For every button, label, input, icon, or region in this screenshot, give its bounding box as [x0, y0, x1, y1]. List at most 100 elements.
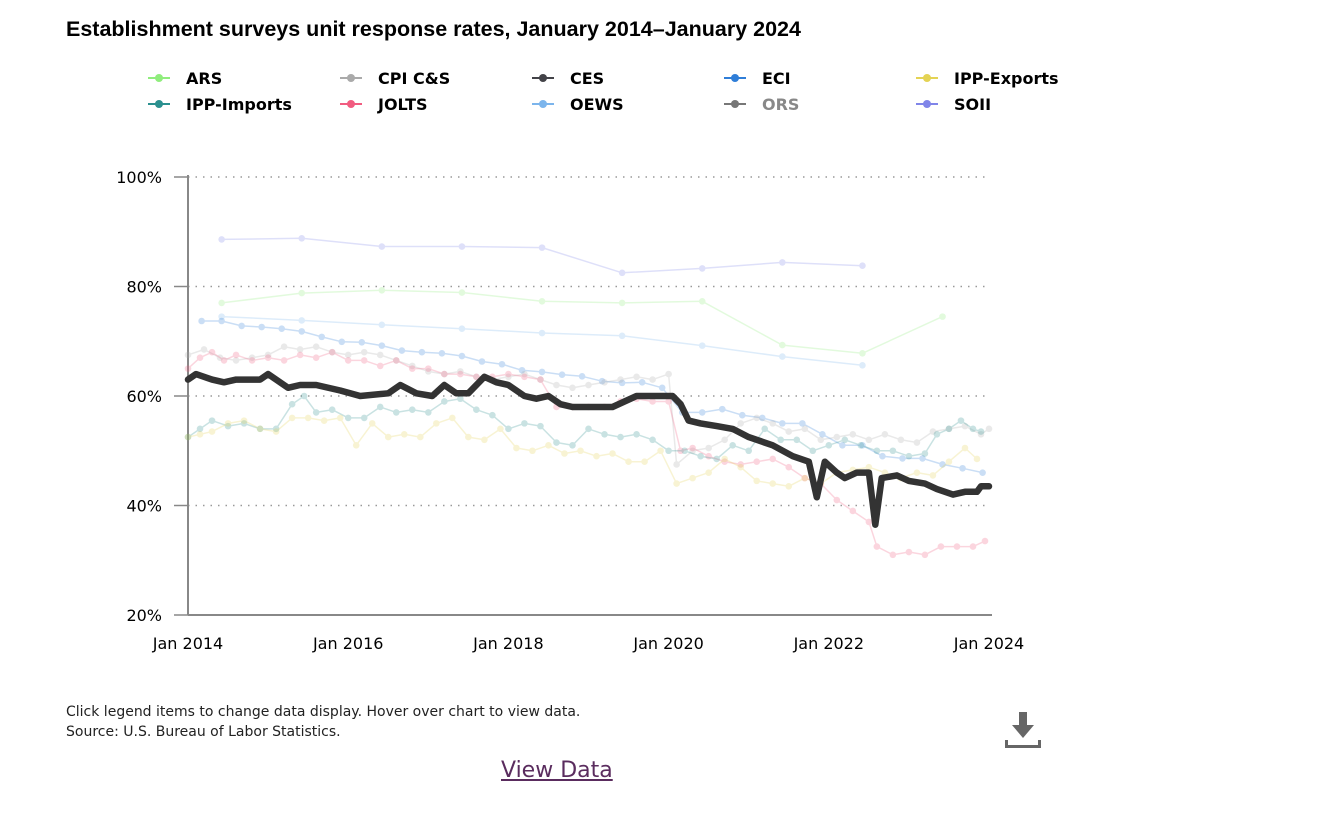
legend-item-ipp-imports[interactable]: IPP-Imports	[148, 94, 340, 114]
data-point-ipp-exports	[513, 444, 520, 452]
data-point-cpi-c-s	[785, 428, 793, 435]
data-point-oews	[859, 362, 866, 369]
series-eci[interactable]	[198, 317, 986, 476]
legend-marker-icon	[724, 99, 746, 109]
data-point-cpi-c-s	[408, 362, 416, 370]
series-oews[interactable]	[218, 313, 866, 369]
chart-notes: Click legend items to change data displa…	[66, 702, 580, 742]
data-point-ipp-exports	[384, 433, 392, 441]
y-tick-label: 60%	[126, 387, 162, 406]
data-point-soii	[618, 269, 626, 277]
data-point-eci	[779, 420, 786, 427]
series-ars[interactable]	[218, 287, 946, 357]
download-button[interactable]	[1004, 712, 1042, 750]
series-line-soii	[220, 237, 864, 274]
data-point-ipp-imports	[857, 441, 865, 449]
data-point-ipp-imports	[392, 409, 400, 416]
data-point-jolts	[769, 455, 777, 463]
data-point-cpi-c-s	[985, 425, 993, 433]
legend-item-eci[interactable]: ECI	[724, 68, 916, 88]
data-point-ipp-exports	[288, 414, 296, 422]
data-point-jolts	[280, 357, 288, 364]
data-point-ars	[698, 297, 706, 305]
data-point-eci	[939, 461, 946, 468]
data-point-eci	[738, 411, 746, 419]
data-point-jolts	[457, 370, 464, 378]
data-point-cpi-c-s	[705, 444, 712, 452]
series-soii[interactable]	[218, 235, 866, 277]
data-point-ipp-exports	[320, 417, 328, 424]
data-point-cpi-c-s	[312, 343, 320, 351]
data-point-ipp-imports	[809, 447, 817, 455]
data-point-ipp-exports	[433, 420, 440, 427]
data-point-ipp-exports	[753, 477, 761, 485]
data-point-soii	[538, 244, 546, 251]
data-point-eci	[378, 342, 386, 349]
data-point-eci	[618, 379, 626, 387]
data-point-jolts	[665, 398, 672, 405]
data-point-cpi-c-s	[913, 439, 921, 446]
data-point-ipp-imports	[300, 392, 308, 400]
data-point-cpi-c-s	[721, 436, 728, 444]
data-point-eci	[799, 420, 806, 427]
data-point-eci	[398, 347, 406, 354]
data-point-cpi-c-s	[200, 346, 208, 353]
data-point-ipp-imports	[969, 425, 977, 433]
series-ipp-exports[interactable]	[184, 414, 981, 490]
data-point-eci	[899, 455, 906, 462]
data-point-ipp-exports	[416, 433, 424, 441]
legend-item-ipp-exports[interactable]: IPP-Exports	[916, 68, 1108, 88]
legend-item-soii[interactable]: SOII	[916, 94, 1108, 114]
download-icon	[1005, 712, 1041, 748]
data-point-ipp-exports	[465, 433, 472, 441]
data-point-eci	[819, 431, 826, 438]
data-point-cpi-c-s	[977, 431, 985, 438]
data-point-eci	[698, 409, 706, 416]
data-point-cpi-c-s	[537, 376, 544, 383]
data-point-ipp-imports	[569, 441, 576, 449]
data-point-cpi-c-s	[801, 425, 809, 433]
data-point-jolts	[921, 551, 929, 559]
data-point-ipp-imports	[945, 425, 953, 433]
data-point-ipp-imports	[957, 417, 965, 424]
data-point-eci	[859, 441, 866, 449]
data-point-ipp-exports	[224, 420, 232, 427]
data-point-jolts	[721, 458, 728, 466]
data-point-ipp-exports	[657, 447, 664, 455]
legend-item-ors[interactable]: ORS	[724, 94, 916, 114]
data-point-ipp-imports	[457, 395, 464, 403]
data-point-jolts	[689, 444, 696, 452]
series-ces[interactable]	[184, 370, 993, 528]
data-point-eci	[238, 322, 245, 330]
data-point-ipp-exports	[240, 417, 248, 424]
data-point-eci	[538, 368, 546, 376]
data-point-oews	[378, 321, 386, 329]
y-tick-label: 20%	[126, 606, 162, 625]
data-point-eci	[478, 358, 486, 365]
legend-item-ces[interactable]: CES	[532, 68, 724, 88]
data-point-jolts	[873, 543, 881, 550]
data-point-jolts	[953, 543, 961, 550]
x-tick-label: Jan 2022	[793, 634, 864, 653]
data-point-jolts	[296, 351, 304, 359]
data-point-ipp-imports	[408, 406, 416, 413]
data-point-eci	[879, 452, 886, 460]
legend-item-oews[interactable]: OEWS	[532, 94, 724, 114]
legend-item-cpi-c-s[interactable]: CPI C&S	[340, 68, 532, 88]
data-point-oews	[458, 325, 466, 332]
data-point-ipp-imports	[761, 425, 769, 433]
series-line-oews	[220, 315, 864, 367]
view-data-link[interactable]: View Data	[501, 758, 613, 783]
legend-item-jolts[interactable]: JOLTS	[340, 94, 532, 114]
data-point-cpi-c-s	[521, 370, 528, 378]
data-point-ipp-exports	[973, 455, 981, 463]
data-point-ipp-imports	[537, 422, 544, 430]
data-point-eci	[839, 441, 846, 449]
series-ipp-imports[interactable]	[184, 392, 985, 463]
legend-label: IPP-Imports	[186, 94, 292, 114]
data-point-ipp-exports	[737, 463, 744, 471]
data-point-cpi-c-s	[961, 422, 969, 430]
line-chart[interactable]: 20% 40% 60% 80% 100% Jan 2014 Jan 2016 Jan 2018…	[0, 0, 1335, 700]
data-point-ipp-imports	[344, 414, 352, 422]
legend-item-ars[interactable]: ARS	[148, 68, 340, 88]
